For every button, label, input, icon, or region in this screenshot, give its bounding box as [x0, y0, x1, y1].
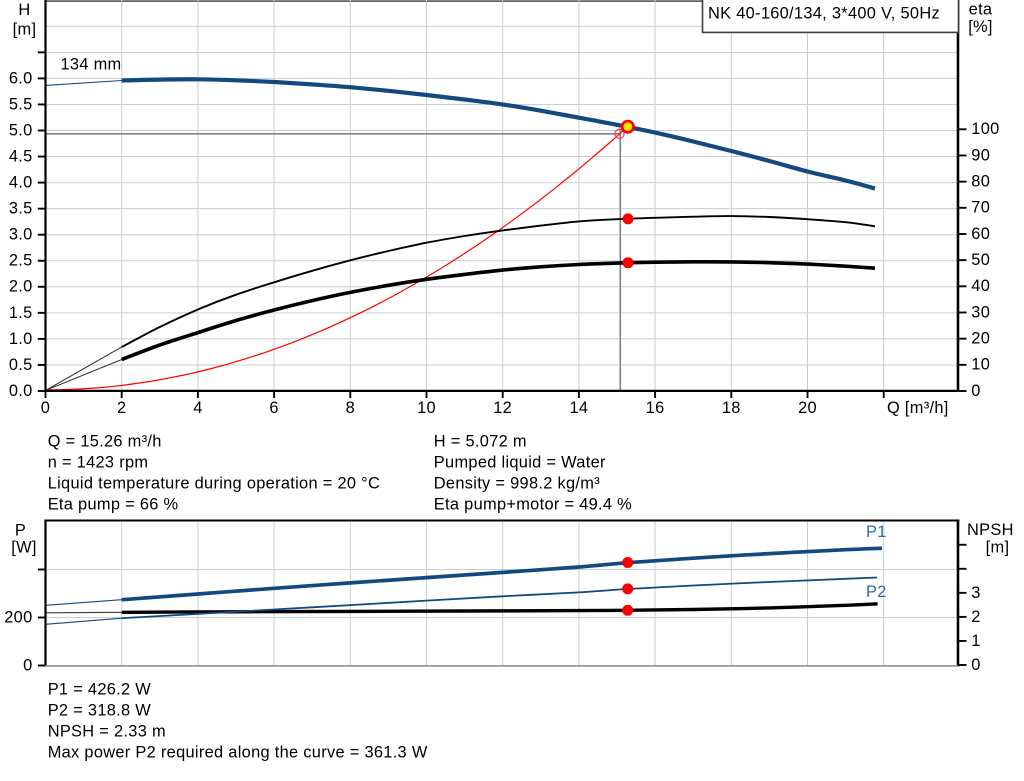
svg-text:1: 1	[971, 632, 980, 650]
svg-text:90: 90	[971, 146, 990, 164]
svg-text:[%]: [%]	[968, 18, 993, 36]
svg-text:5.5: 5.5	[9, 95, 33, 113]
svg-text:n = 1423 rpm: n = 1423 rpm	[48, 453, 149, 471]
svg-text:40: 40	[971, 277, 990, 295]
svg-text:10: 10	[417, 399, 436, 417]
svg-text:1.0: 1.0	[9, 330, 33, 348]
svg-text:P2 = 318.8 W: P2 = 318.8 W	[48, 702, 152, 720]
svg-text:[W]: [W]	[11, 538, 36, 556]
svg-text:Q = 15.26 m³/h: Q = 15.26 m³/h	[48, 432, 162, 450]
svg-text:12: 12	[493, 399, 512, 417]
svg-text:P: P	[15, 522, 26, 540]
svg-text:4.5: 4.5	[9, 147, 33, 165]
svg-text:2: 2	[117, 399, 126, 417]
svg-text:20: 20	[971, 330, 990, 348]
svg-text:100: 100	[971, 120, 999, 138]
svg-text:30: 30	[971, 303, 990, 321]
svg-text:eta: eta	[969, 1, 993, 19]
svg-text:Max power P2 required along th: Max power P2 required along the curve = …	[48, 744, 428, 762]
svg-text:10: 10	[971, 356, 990, 374]
svg-text:70: 70	[971, 199, 990, 217]
svg-text:Eta pump+motor = 49.4 %: Eta pump+motor = 49.4 %	[434, 495, 632, 513]
svg-text:2.5: 2.5	[9, 252, 33, 270]
svg-text:0.0: 0.0	[9, 382, 33, 400]
svg-text:[m]: [m]	[986, 538, 1010, 556]
svg-text:20: 20	[798, 399, 817, 417]
svg-text:134 mm: 134 mm	[61, 55, 122, 73]
svg-text:6.0: 6.0	[9, 69, 33, 87]
svg-text:0: 0	[23, 656, 32, 674]
svg-text:8: 8	[346, 399, 355, 417]
svg-text:14: 14	[569, 399, 588, 417]
svg-text:6: 6	[269, 399, 278, 417]
svg-text:Eta pump = 66 %: Eta pump = 66 %	[48, 495, 179, 513]
svg-text:2: 2	[971, 608, 980, 626]
svg-text:Q [m³/h]: Q [m³/h]	[887, 399, 949, 417]
svg-text:Liquid temperature during oper: Liquid temperature during operation = 20…	[48, 474, 380, 492]
svg-text:3.5: 3.5	[9, 200, 33, 218]
svg-text:0: 0	[971, 656, 980, 674]
svg-text:60: 60	[971, 225, 990, 243]
svg-text:3: 3	[971, 584, 980, 602]
svg-text:H: H	[18, 1, 30, 19]
svg-text:NPSH = 2.33 m: NPSH = 2.33 m	[48, 723, 166, 741]
svg-text:NPSH: NPSH	[967, 521, 1014, 539]
svg-text:P2: P2	[866, 583, 887, 601]
svg-text:P1 = 426.2 W: P1 = 426.2 W	[48, 681, 152, 699]
svg-text:200: 200	[4, 608, 32, 626]
svg-text:2.0: 2.0	[9, 278, 33, 296]
svg-text:80: 80	[971, 173, 990, 191]
svg-text:3.0: 3.0	[9, 226, 33, 244]
svg-text:Pumped liquid = Water: Pumped liquid = Water	[434, 453, 606, 471]
svg-text:H = 5.072 m: H = 5.072 m	[434, 432, 527, 450]
svg-text:0: 0	[41, 399, 50, 417]
svg-text:16: 16	[646, 399, 665, 417]
svg-text:5.0: 5.0	[9, 121, 33, 139]
svg-text:P1: P1	[866, 523, 887, 541]
svg-text:0: 0	[971, 382, 980, 400]
svg-text:Density = 998.2 kg/m³: Density = 998.2 kg/m³	[434, 474, 600, 492]
svg-text:NK 40-160/134, 3*400 V, 50Hz: NK 40-160/134, 3*400 V, 50Hz	[708, 4, 940, 22]
svg-text:4: 4	[193, 399, 202, 417]
svg-text:50: 50	[971, 251, 990, 269]
svg-text:[m]: [m]	[13, 20, 37, 38]
svg-text:18: 18	[722, 399, 741, 417]
svg-text:1.5: 1.5	[9, 304, 33, 322]
svg-text:4.0: 4.0	[9, 174, 33, 192]
svg-text:0.5: 0.5	[9, 356, 33, 374]
